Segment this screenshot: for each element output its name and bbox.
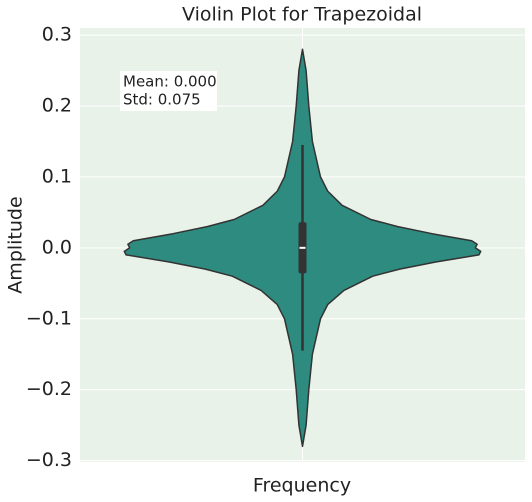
y-tick-label: −0.1 (26, 307, 72, 329)
x-axis-label: Frequency (253, 475, 351, 497)
y-tick-label: 0.3 (42, 24, 72, 46)
y-tick-label: 0.2 (42, 95, 72, 117)
annotation-box (120, 71, 217, 111)
y-tick-label: −0.2 (26, 378, 72, 400)
y-tick-label: −0.3 (26, 449, 72, 471)
y-axis-label: Amplitude (5, 196, 27, 293)
chart-title: Violin Plot for Trapezoidal (182, 4, 422, 26)
y-tick-label: 0.0 (42, 236, 72, 258)
y-tick-label: 0.1 (42, 165, 72, 187)
annotation: Mean: 0.000 (123, 73, 217, 91)
annotation: Std: 0.075 (123, 91, 201, 109)
